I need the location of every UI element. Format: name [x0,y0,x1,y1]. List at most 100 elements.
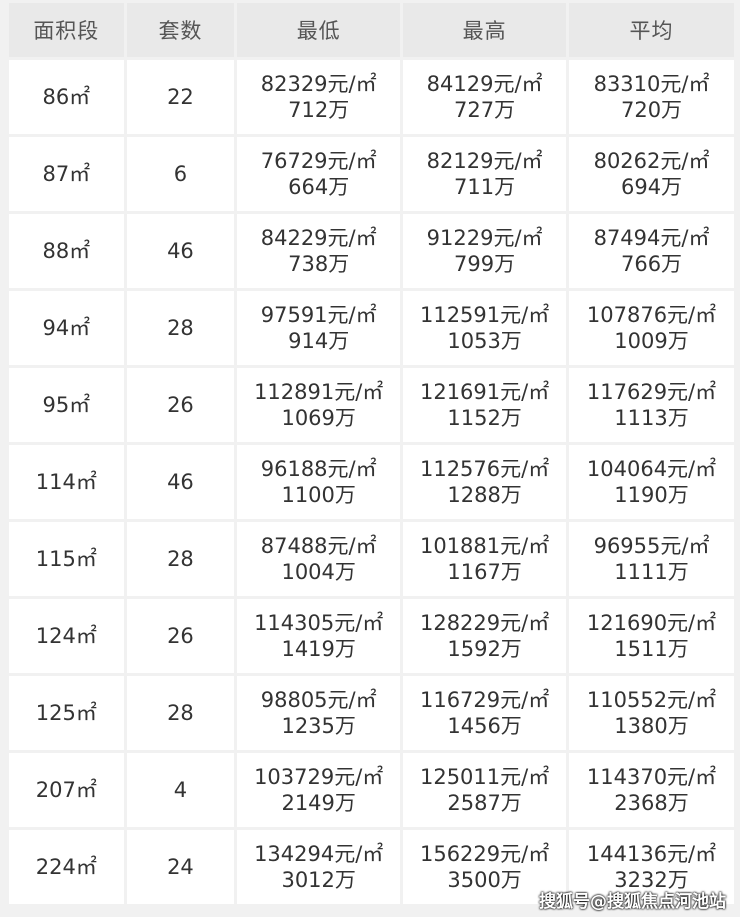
avg-cell-avg-price: 80262元/㎡ [593,149,710,173]
avg-cell-avg-total: 720万 [620,98,683,122]
area-cell-area: 114㎡ [35,470,97,494]
area-cell-area: 95㎡ [42,393,91,417]
avg-cell-avg-price: 107876元/㎡ [586,303,717,327]
area-cell-area: 87㎡ [42,162,91,186]
max-cell-max-total: 799万 [454,252,516,276]
max-cell: 84129元/㎡ 727万 [403,60,567,134]
area-cell: 114㎡ [9,445,124,519]
area-cell: 87㎡ [9,137,124,211]
count-cell: 28 [126,676,235,750]
count-cell-count: 46 [167,470,194,494]
area-cell: 94㎡ [9,291,124,365]
header-area: 面积段 [9,3,124,57]
avg-cell: 144136元/㎡ 3232万 [569,830,734,904]
count-cell-count: 28 [167,316,194,340]
avg-cell-avg-price: 87494元/㎡ [593,226,710,250]
table-row: 95㎡ 26 112891元/㎡ 1069万 121691元/㎡ 1152万 117629元… [9,368,734,442]
table-row: 125㎡ 28 98805元/㎡ 1235万 116729元/㎡ 1456万 110552元… [9,676,734,750]
max-cell-max-total: 1592万 [447,637,522,661]
count-cell: 26 [126,599,235,673]
min-cell-min-price: 96188元/㎡ [260,457,377,481]
max-cell: 82129元/㎡ 711万 [403,137,567,211]
avg-cell: 87494元/㎡ 766万 [569,214,734,288]
avg-cell: 107876元/㎡ 1009万 [569,291,734,365]
max-cell-max-price: 112591元/㎡ [419,303,550,327]
min-cell: 98805元/㎡ 1235万 [237,676,401,750]
min-cell-min-price: 87488元/㎡ [260,534,377,558]
count-cell: 28 [126,522,235,596]
min-cell-min-price: 76729元/㎡ [260,149,377,173]
avg-cell: 110552元/㎡ 1380万 [569,676,734,750]
max-cell-max-price: 116729元/㎡ [419,688,550,712]
area-cell: 115㎡ [9,522,124,596]
max-cell: 116729元/㎡ 1456万 [403,676,567,750]
count-cell-count: 28 [167,547,194,571]
min-cell-min-price: 103729元/㎡ [254,765,384,789]
avg-cell: 121690元/㎡ 1511万 [569,599,734,673]
count-cell-count: 46 [167,239,194,263]
max-cell: 91229元/㎡ 799万 [403,214,567,288]
avg-cell-avg-price: 110552元/㎡ [586,688,717,712]
avg-cell: 83310元/㎡ 720万 [569,60,734,134]
max-cell-max-price: 156229元/㎡ [419,842,550,866]
header-avg: 平均 [569,3,734,57]
avg-cell: 96955元/㎡ 1111万 [569,522,734,596]
max-cell: 121691元/㎡ 1152万 [403,368,567,442]
avg-cell-avg-price: 83310元/㎡ [593,72,710,96]
min-cell-min-price: 82329元/㎡ [260,72,377,96]
area-cell-area: 125㎡ [35,701,97,725]
table-row: 124㎡ 26 114305元/㎡ 1419万 128229元/㎡ 1592万 121690… [9,599,734,673]
area-cell: 125㎡ [9,676,124,750]
area-cell-area: 124㎡ [35,624,97,648]
count-cell-count: 26 [167,624,194,648]
min-cell-min-total: 1419万 [281,637,356,661]
avg-cell: 80262元/㎡ 694万 [569,137,734,211]
count-cell-count: 28 [167,701,194,725]
avg-cell-avg-total: 1009万 [614,329,689,353]
max-cell-max-total: 1288万 [447,483,522,507]
min-cell-min-total: 664万 [288,175,350,199]
avg-cell-avg-price: 96955元/㎡ [593,534,710,558]
min-cell: 76729元/㎡ 664万 [237,137,401,211]
header-count: 套数 [126,3,235,57]
avg-cell-avg-price: 144136元/㎡ [586,842,717,866]
min-cell: 97591元/㎡ 914万 [237,291,401,365]
avg-cell-avg-price: 104064元/㎡ [586,457,717,481]
max-cell-max-total: 2587万 [447,791,522,815]
min-cell: 87488元/㎡ 1004万 [237,522,401,596]
area-cell-area: 207㎡ [35,778,97,802]
max-cell: 128229元/㎡ 1592万 [403,599,567,673]
area-cell: 224㎡ [9,830,124,904]
count-cell-count: 24 [167,855,194,879]
max-cell-max-total: 1152万 [447,406,522,430]
min-cell-min-price: 134294元/㎡ [254,842,384,866]
area-cell: 207㎡ [9,753,124,827]
min-cell-min-total: 2149万 [281,791,356,815]
max-cell-max-total: 711万 [454,175,516,199]
min-cell-min-total: 1235万 [281,714,356,738]
count-cell: 4 [126,753,235,827]
price-table: 面积段 套数 最低 最高 平均 86㎡ 22 82329元/㎡ 712万 84129元/… [6,0,737,907]
count-cell: 22 [126,60,235,134]
header-max: 最高 [403,3,567,57]
avg-cell-avg-total: 1111万 [614,560,689,584]
min-cell-min-total: 712万 [288,98,350,122]
min-cell: 114305元/㎡ 1419万 [237,599,401,673]
max-cell-max-price: 84129元/㎡ [426,72,543,96]
min-cell: 84229元/㎡ 738万 [237,214,401,288]
max-cell: 101881元/㎡ 1167万 [403,522,567,596]
count-cell: 24 [126,830,235,904]
avg-cell-avg-total: 1380万 [614,714,689,738]
max-cell-max-price: 125011元/㎡ [419,765,550,789]
avg-cell-avg-total: 3232万 [614,868,689,892]
avg-cell-avg-price: 114370元/㎡ [586,765,717,789]
count-cell: 6 [126,137,235,211]
avg-cell-avg-total: 766万 [620,252,683,276]
max-cell-max-total: 3500万 [447,868,522,892]
avg-cell-avg-total: 1511万 [614,637,689,661]
min-cell-min-total: 914万 [288,329,350,353]
table-row: 207㎡ 4 103729元/㎡ 2149万 125011元/㎡ 2587万 114370元… [9,753,734,827]
table-row: 114㎡ 46 96188元/㎡ 1100万 112576元/㎡ 1288万 104064元… [9,445,734,519]
min-cell: 134294元/㎡ 3012万 [237,830,401,904]
min-cell-min-price: 84229元/㎡ [260,226,377,250]
